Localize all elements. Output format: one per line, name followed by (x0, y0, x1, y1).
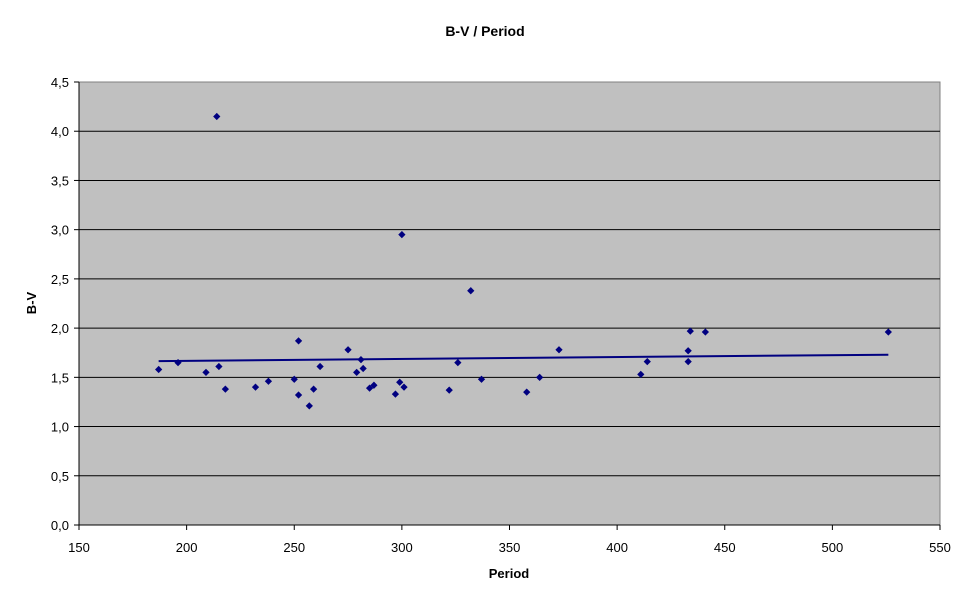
data-point (202, 368, 210, 377)
x-tick-label: 250 (283, 540, 305, 555)
y-tick-label: 0,0 (51, 518, 69, 533)
y-tick-label: 2,5 (51, 272, 69, 287)
data-point (398, 230, 406, 239)
x-tick-label: 500 (822, 540, 844, 555)
data-point (221, 385, 229, 393)
data-point (467, 287, 475, 295)
trendline-path (158, 353, 889, 363)
data-point (701, 328, 710, 336)
y-axis-label: B-V (24, 291, 39, 314)
x-tick-label: 550 (929, 540, 951, 555)
data-point (174, 358, 182, 367)
data-point (391, 390, 400, 398)
data-point (536, 373, 544, 381)
data-point (357, 355, 365, 364)
data-point (309, 385, 318, 393)
y-tick-label: 4,0 (51, 124, 69, 139)
x-axis-ticks: 150 200 250 300 350 400 450 500 550 (68, 525, 951, 555)
data-point (684, 357, 692, 366)
data-point (316, 362, 324, 371)
data-point (294, 391, 303, 399)
data-point (454, 358, 462, 367)
data-point (396, 378, 404, 386)
plot-area (78, 81, 941, 526)
y-tick-label: 2,0 (51, 321, 69, 336)
data-point (884, 328, 892, 336)
y-tick-label: 3,5 (51, 173, 69, 188)
data-point (365, 384, 374, 392)
y-tick-label: 1,0 (51, 420, 69, 435)
data-point (684, 347, 692, 355)
data-point (353, 368, 361, 377)
data-point (637, 370, 645, 379)
data-point (213, 112, 221, 121)
y-tick-label: 1,5 (51, 370, 69, 385)
trendline (158, 353, 889, 363)
y-axis-ticks: 0,0 0,5 1,0 1,5 2,0 2,5 3,0 3,5 4,0 4,5 (51, 75, 79, 533)
data-point (370, 381, 378, 389)
x-tick-label: 450 (714, 540, 736, 555)
data-point (251, 383, 260, 391)
y-tick-label: 3,0 (51, 223, 69, 238)
x-tick-label: 400 (606, 540, 628, 555)
data-point (215, 362, 223, 371)
x-tick-label: 200 (176, 540, 198, 555)
data-point (477, 375, 486, 383)
data-point (290, 375, 298, 383)
gridlines (79, 81, 940, 477)
data-points (155, 112, 892, 410)
data-point (523, 388, 531, 396)
data-point (686, 327, 694, 335)
y-tick-label: 4,5 (51, 75, 69, 90)
x-tick-label: 300 (391, 540, 413, 555)
data-point (264, 377, 273, 385)
y-tick-label: 0,5 (51, 469, 69, 484)
data-point (359, 364, 367, 373)
data-point (294, 337, 303, 345)
data-point (555, 346, 563, 354)
x-tick-label: 350 (499, 540, 521, 555)
x-axis-label: Period (489, 566, 530, 581)
data-point (643, 357, 651, 366)
data-point (305, 402, 313, 410)
data-point (155, 365, 163, 374)
x-tick-label: 150 (68, 540, 90, 555)
data-point (445, 386, 453, 394)
chart-title: B-V / Period (445, 23, 524, 39)
data-point (344, 346, 352, 354)
data-point (400, 383, 408, 391)
